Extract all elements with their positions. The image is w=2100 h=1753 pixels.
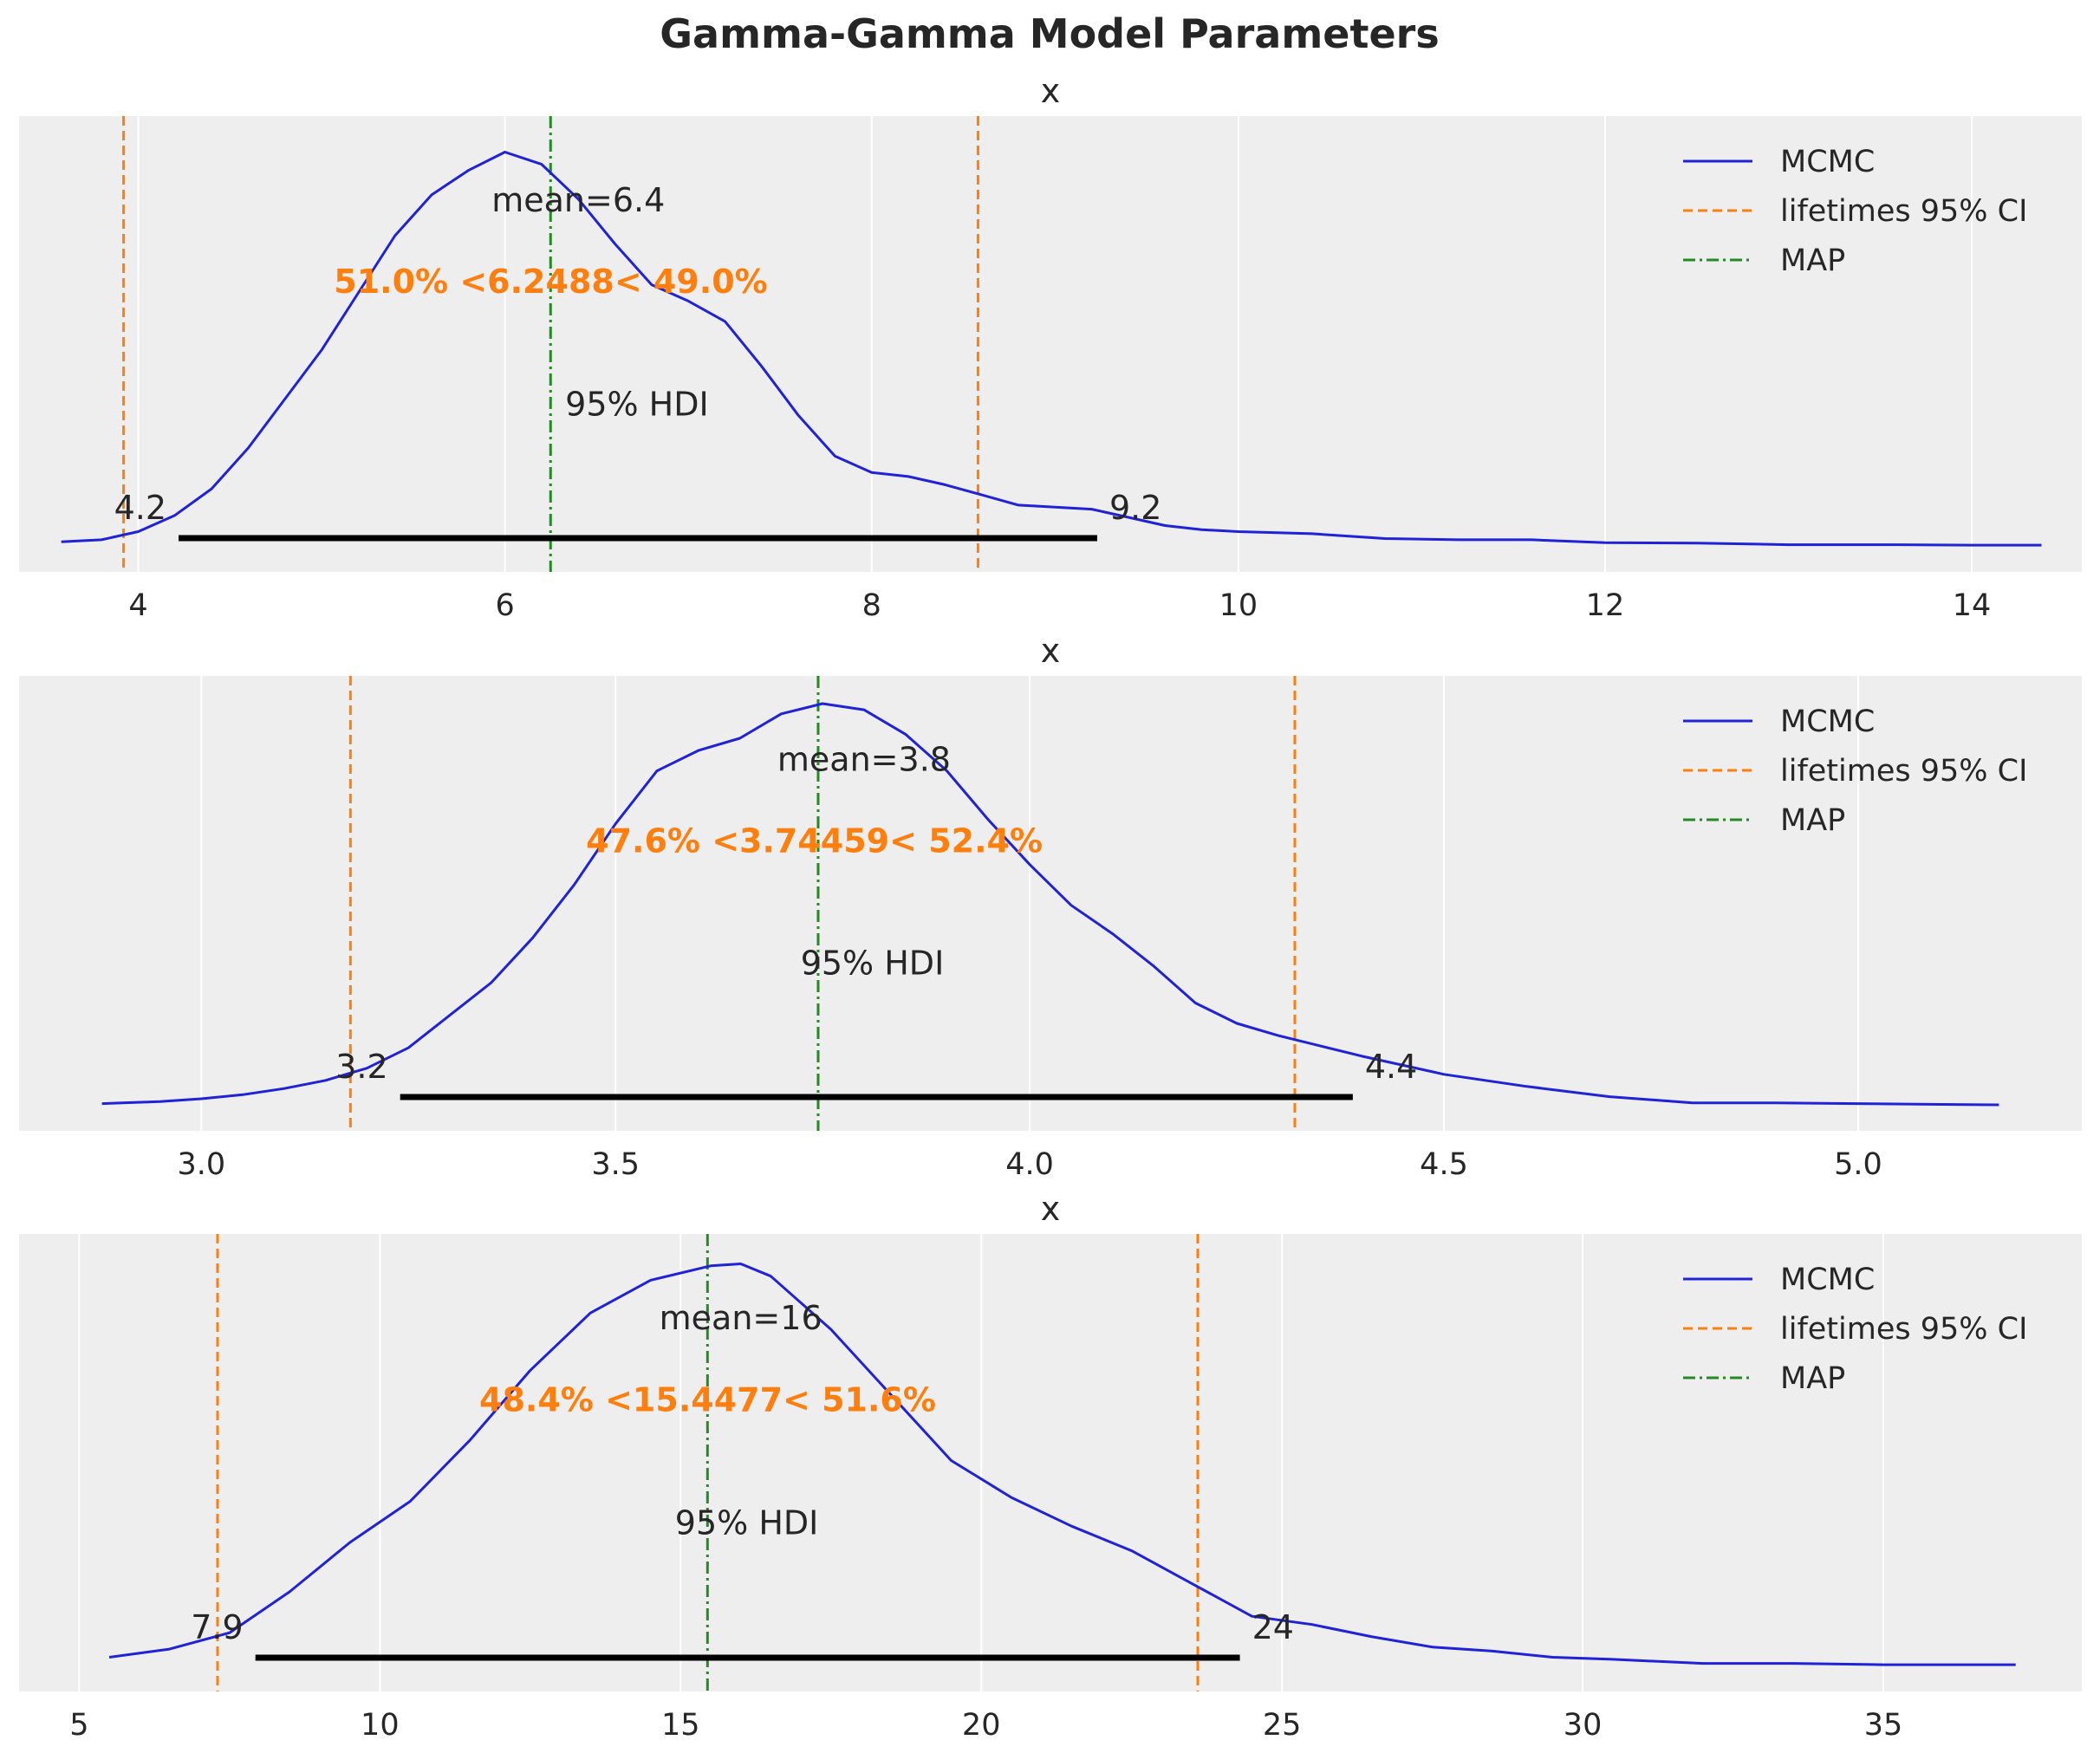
legend-map-label: MAP — [1780, 803, 1845, 838]
subplot-2: 3.0 3.5 4.0 4.5 5.0 x 3.2 4.4 mean=3.8 47.6% <3.7… — [19, 632, 2082, 1182]
ref-probability-label: 48.4% <15.4477< 51.6% — [479, 1381, 936, 1419]
subplot-title: x — [1041, 632, 1061, 670]
hdi-upper-label: 24 — [1252, 1608, 1294, 1646]
plot-area — [19, 676, 2082, 1131]
plot-area — [19, 116, 2082, 572]
legend-mcmc-label: MCMC — [1780, 1263, 1875, 1297]
x-tick-label: 5 — [69, 1708, 88, 1743]
x-tick-label: 3.0 — [177, 1147, 225, 1182]
subplot-3: 5 10 15 20 25 30 35 x 7.9 24 mean=16 48.4% <15.4477… — [19, 1190, 2082, 1743]
hdi-upper-label: 4.4 — [1365, 1048, 1417, 1086]
hdi-lower-label: 7.9 — [191, 1608, 243, 1646]
legend-ci-label: lifetimes 95% CI — [1780, 754, 2027, 789]
legend-mcmc-label: MCMC — [1780, 145, 1875, 179]
x-tick-label: 12 — [1586, 588, 1625, 623]
x-tick-label: 10 — [1219, 588, 1258, 623]
legend-map-label: MAP — [1780, 243, 1845, 278]
hdi-label: 95% HDI — [675, 1504, 819, 1542]
legend-ci-label: lifetimes 95% CI — [1780, 194, 2027, 229]
x-tick-label: 25 — [1263, 1708, 1302, 1743]
subplot-1: 4 6 8 10 12 14 x 4.2 9.2 mean=6.4 51.0% <6.2488< 4… — [19, 72, 2082, 623]
legend: MCMC lifetimes 95% CI MAP — [1683, 145, 2027, 278]
hdi-upper-label: 9.2 — [1109, 489, 1161, 527]
hdi-label: 95% HDI — [565, 385, 709, 423]
x-tick-label: 10 — [361, 1708, 400, 1743]
mean-label: mean=16 — [660, 1299, 822, 1337]
x-tick-label: 15 — [661, 1708, 700, 1743]
hdi-lower-label: 4.2 — [114, 489, 166, 527]
legend: MCMC lifetimes 95% CI MAP — [1683, 1263, 2027, 1396]
x-tick-label: 14 — [1953, 588, 1992, 623]
subplot-title: x — [1041, 72, 1061, 110]
legend-map-label: MAP — [1780, 1361, 1845, 1396]
subplot-title: x — [1041, 1190, 1061, 1228]
x-tick-label: 4.0 — [1005, 1147, 1054, 1182]
x-tick-label: 4.5 — [1420, 1147, 1468, 1182]
x-tick-label: 6 — [495, 588, 514, 623]
mcmc-curve — [101, 702, 1999, 1107]
hdi-lower-label: 3.2 — [335, 1048, 387, 1086]
x-tick-label: 3.5 — [591, 1147, 640, 1182]
x-tick-label: 30 — [1564, 1708, 1603, 1743]
figure-title: Gamma-Gamma Model Parameters — [660, 10, 1439, 57]
hdi-label: 95% HDI — [801, 945, 945, 983]
mean-label: mean=3.8 — [777, 741, 951, 779]
x-tick-label: 35 — [1864, 1708, 1903, 1743]
mcmc-curve — [108, 1263, 2016, 1666]
mean-label: mean=6.4 — [491, 181, 665, 219]
ref-probability-label: 51.0% <6.2488< 49.0% — [334, 263, 767, 301]
legend: MCMC lifetimes 95% CI MAP — [1683, 704, 2027, 838]
x-tick-label: 8 — [862, 588, 881, 623]
mcmc-curve — [61, 151, 2042, 547]
x-tick-label: 4 — [128, 588, 147, 623]
x-tick-label: 20 — [962, 1708, 1001, 1743]
legend-ci-label: lifetimes 95% CI — [1780, 1312, 2027, 1347]
legend-mcmc-label: MCMC — [1780, 704, 1875, 739]
ref-probability-label: 47.6% <3.74459< 52.4% — [586, 822, 1043, 860]
plot-area — [19, 1234, 2082, 1691]
x-tick-label: 5.0 — [1834, 1147, 1882, 1182]
subplots: 4 6 8 10 12 14 x 4.2 9.2 mean=6.4 51.0% <6.2488< 4… — [19, 72, 2082, 1743]
